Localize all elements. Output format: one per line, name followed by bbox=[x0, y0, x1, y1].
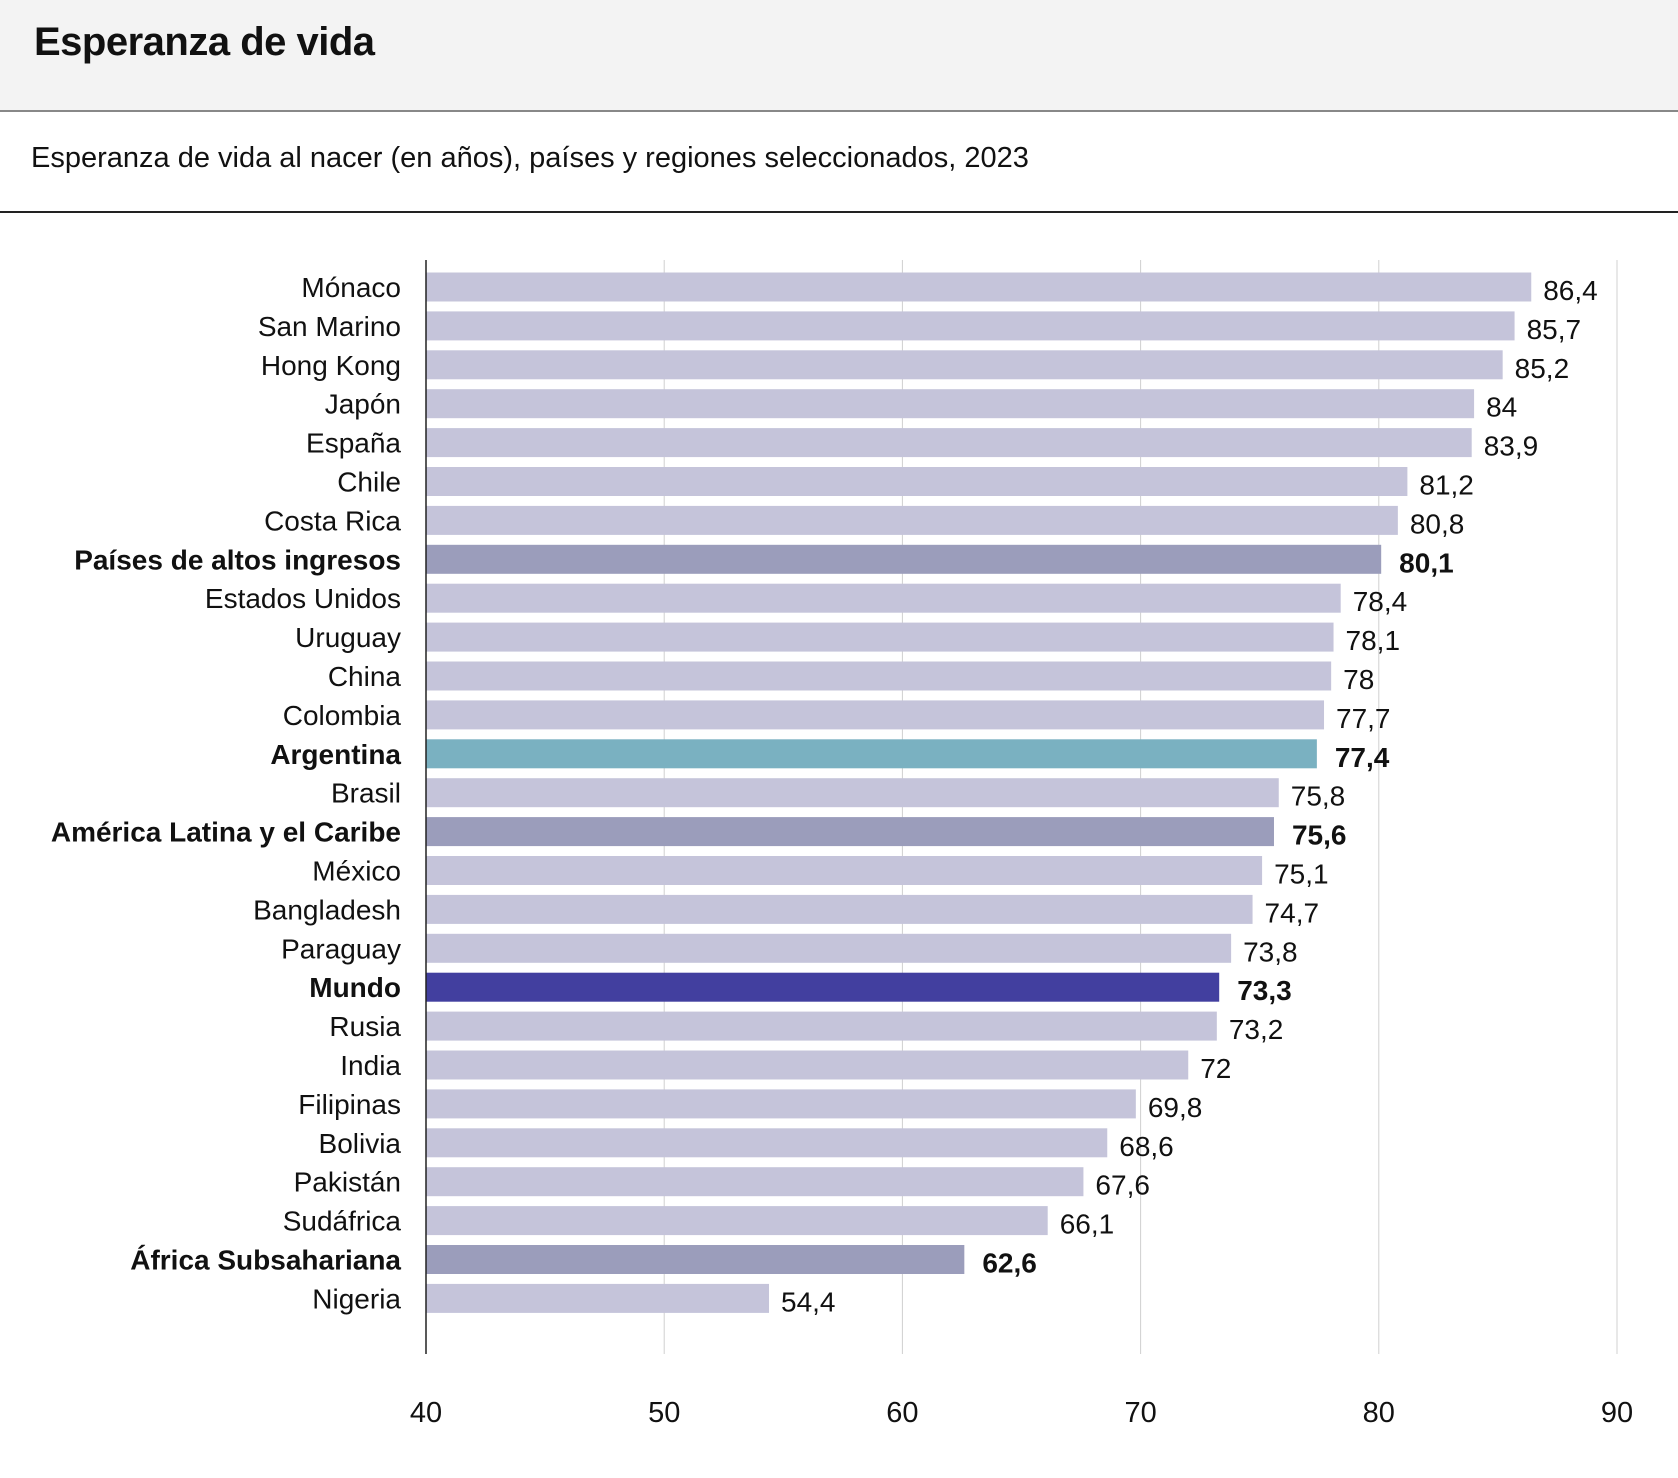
bar bbox=[426, 1128, 1108, 1158]
category-label: México bbox=[312, 856, 401, 887]
bar bbox=[426, 1050, 1189, 1080]
bar bbox=[426, 389, 1475, 419]
bar bbox=[426, 972, 1220, 1002]
bar bbox=[426, 894, 1253, 924]
value-label: 73,3 bbox=[1237, 975, 1292, 1006]
category-label: Rusia bbox=[329, 1011, 401, 1042]
x-tick-label: 90 bbox=[1601, 1397, 1633, 1429]
category-label: Bolivia bbox=[319, 1128, 402, 1159]
bar bbox=[426, 817, 1274, 847]
category-label: Filipinas bbox=[298, 1089, 401, 1120]
x-tick-label: 70 bbox=[1124, 1397, 1156, 1429]
category-label: China bbox=[328, 661, 402, 692]
category-label: Bangladesh bbox=[253, 894, 401, 925]
bar bbox=[426, 856, 1263, 885]
bar bbox=[426, 622, 1334, 652]
value-label: 78 bbox=[1343, 664, 1374, 695]
value-label: 77,7 bbox=[1336, 703, 1391, 734]
chart-subtitle: Esperanza de vida al nacer (en años), pa… bbox=[31, 142, 1029, 174]
value-label: 85,7 bbox=[1527, 314, 1582, 345]
category-label: Países de altos ingresos bbox=[74, 544, 401, 575]
value-label: 54,4 bbox=[781, 1286, 836, 1317]
value-label: 83,9 bbox=[1484, 431, 1539, 462]
category-label: India bbox=[340, 1050, 401, 1081]
category-label: Colombia bbox=[283, 700, 402, 731]
bar bbox=[426, 467, 1408, 496]
value-label: 66,1 bbox=[1060, 1209, 1115, 1240]
value-label: 86,4 bbox=[1543, 275, 1598, 306]
value-label: 77,4 bbox=[1335, 742, 1390, 773]
bar bbox=[426, 583, 1341, 613]
value-label: 84 bbox=[1486, 392, 1517, 423]
bar bbox=[426, 1089, 1136, 1119]
bar bbox=[426, 350, 1503, 380]
value-label: 73,2 bbox=[1229, 1014, 1284, 1045]
value-label: 69,8 bbox=[1148, 1092, 1203, 1123]
chart-title: Esperanza de vida bbox=[34, 20, 375, 64]
value-label: 75,8 bbox=[1291, 781, 1346, 812]
category-label: Paraguay bbox=[281, 933, 401, 964]
category-label: Sudáfrica bbox=[283, 1206, 402, 1237]
category-label: Argentina bbox=[270, 739, 401, 770]
x-tick-label: 40 bbox=[410, 1397, 442, 1429]
category-label: Nigeria bbox=[312, 1283, 401, 1314]
category-label: América Latina y el Caribe bbox=[51, 817, 401, 848]
value-label: 62,6 bbox=[982, 1248, 1037, 1279]
value-label: 80,1 bbox=[1399, 547, 1454, 578]
bar bbox=[426, 1245, 965, 1274]
category-label: Costa Rica bbox=[264, 505, 401, 536]
bar bbox=[426, 739, 1317, 769]
bar bbox=[426, 700, 1325, 730]
bar bbox=[426, 1011, 1217, 1041]
bar bbox=[426, 428, 1472, 458]
bar bbox=[426, 272, 1532, 302]
divider bbox=[0, 211, 1678, 213]
x-tick-label: 50 bbox=[648, 1397, 680, 1429]
category-label: Mundo bbox=[309, 972, 401, 1003]
bar bbox=[426, 1167, 1084, 1197]
category-label: Japón bbox=[325, 389, 401, 420]
bar bbox=[426, 311, 1515, 341]
bar bbox=[426, 661, 1332, 691]
category-label: Mónaco bbox=[301, 272, 401, 303]
value-label: 74,7 bbox=[1265, 897, 1320, 928]
category-label: España bbox=[306, 428, 401, 459]
category-label: Hong Kong bbox=[261, 350, 401, 381]
bar bbox=[426, 778, 1279, 808]
category-label: Uruguay bbox=[295, 622, 401, 653]
category-label: Brasil bbox=[331, 778, 401, 809]
category-label: Chile bbox=[337, 467, 401, 498]
value-label: 72 bbox=[1200, 1053, 1231, 1084]
category-label: África Subsahariana bbox=[130, 1245, 401, 1276]
value-label: 81,2 bbox=[1419, 470, 1474, 501]
x-tick-label: 80 bbox=[1363, 1397, 1395, 1429]
value-label: 68,6 bbox=[1119, 1131, 1174, 1162]
bar bbox=[426, 933, 1232, 963]
value-label: 85,2 bbox=[1515, 353, 1570, 384]
value-label: 75,1 bbox=[1274, 859, 1329, 890]
category-label: Estados Unidos bbox=[205, 583, 401, 614]
bar bbox=[426, 1283, 770, 1313]
bar bbox=[426, 1206, 1048, 1236]
value-label: 78,4 bbox=[1353, 586, 1408, 617]
value-label: 80,8 bbox=[1410, 508, 1465, 539]
value-label: 73,8 bbox=[1243, 936, 1298, 967]
category-label: San Marino bbox=[258, 311, 401, 342]
x-tick-label: 60 bbox=[886, 1397, 918, 1429]
header-bar: Esperanza de vida bbox=[0, 0, 1678, 112]
value-label: 75,6 bbox=[1292, 820, 1347, 851]
bar bbox=[426, 544, 1382, 574]
bar bbox=[426, 505, 1398, 535]
category-label: Pakistán bbox=[294, 1167, 401, 1198]
value-label: 67,6 bbox=[1095, 1170, 1150, 1201]
value-label: 78,1 bbox=[1346, 625, 1401, 656]
